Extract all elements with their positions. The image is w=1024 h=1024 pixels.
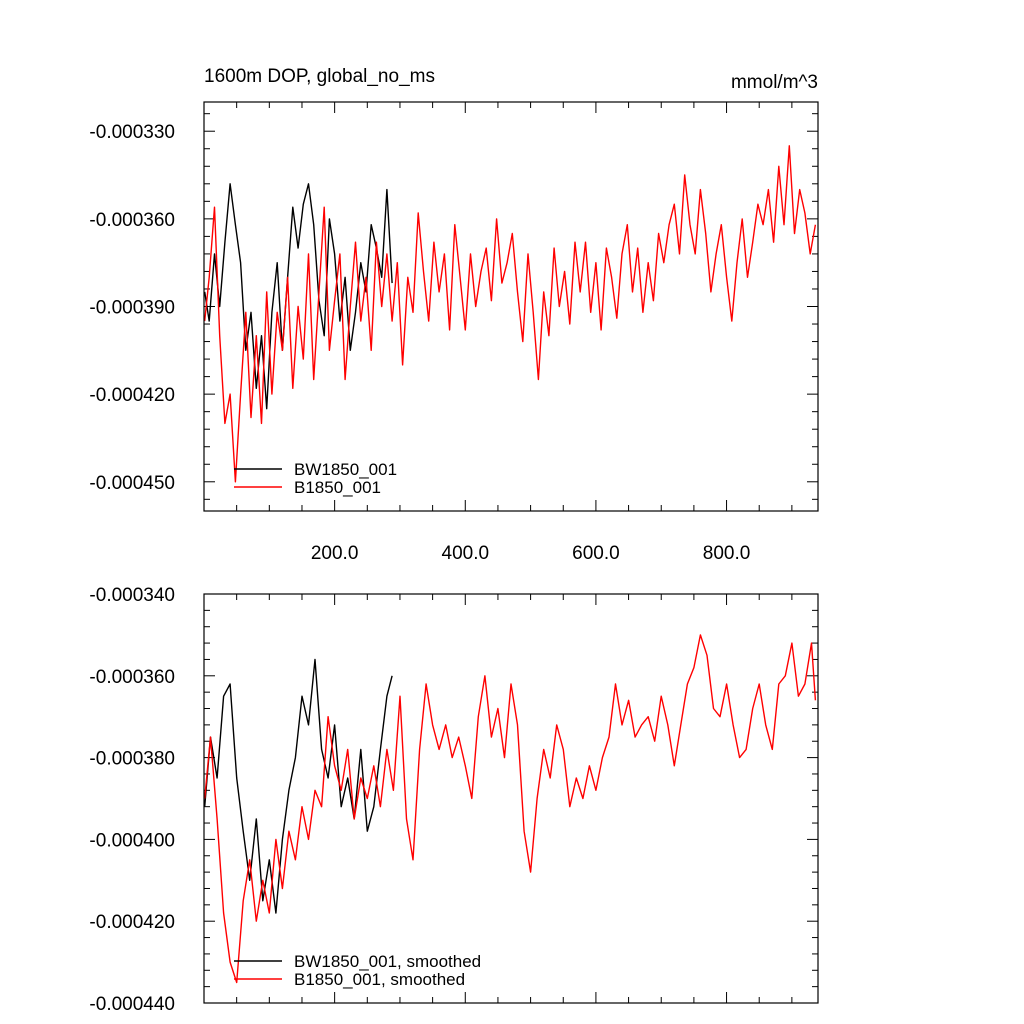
y-tick-label: -0.000400 (89, 830, 175, 851)
legend-label: B1850_001 (294, 478, 381, 497)
top-chart-units: mmol/m^3 (731, 72, 818, 93)
series-line-black (204, 658, 393, 914)
x-tick-label: 600.0 (572, 543, 620, 564)
y-tick-label: -0.000420 (89, 912, 175, 933)
bottom-plot-lines (204, 634, 817, 984)
y-tick-label: -0.000380 (89, 749, 175, 770)
series-line-red (204, 145, 817, 483)
top-axes-ticks: 200.0 400.0 600.0 800.0 -0.000330 -0.000360 -0… (89, 102, 818, 564)
series-line-red (204, 634, 817, 984)
y-tick-label: -0.000450 (89, 473, 175, 494)
y-tick-label: -0.000420 (89, 385, 175, 406)
legend-label: B1850_001, smoothed (294, 970, 465, 989)
y-tick-label: -0.000340 (89, 585, 175, 606)
y-tick-label: -0.000360 (89, 210, 175, 231)
top-panel: 1600m DOP, global_no_ms mmol/m^3 200.0 40… (89, 66, 819, 564)
x-tick-label: 400.0 (442, 543, 490, 564)
x-tick-label: 800.0 (703, 543, 751, 564)
bottom-panel: -0.000340 -0.000360 -0.000380 -0.000400 -0.0… (89, 585, 819, 1015)
y-tick-label: -0.000330 (89, 122, 175, 143)
top-chart-title: 1600m DOP, global_no_ms (204, 66, 435, 87)
y-tick-label: -0.000440 (89, 994, 175, 1015)
top-plot-lines (204, 145, 817, 483)
legend-label: BW1850_001, smoothed (294, 952, 481, 971)
y-tick-label: -0.000360 (89, 667, 175, 688)
x-tick-label: 200.0 (311, 543, 359, 564)
top-plot-frame (203, 101, 819, 512)
legend-label: BW1850_001 (294, 460, 397, 479)
series-line-black (204, 183, 393, 410)
y-tick-label: -0.000390 (89, 298, 175, 319)
bottom-axes-ticks: -0.000340 -0.000360 -0.000380 -0.000400 -0.0… (89, 585, 818, 1015)
bottom-plot-frame (203, 593, 819, 1004)
